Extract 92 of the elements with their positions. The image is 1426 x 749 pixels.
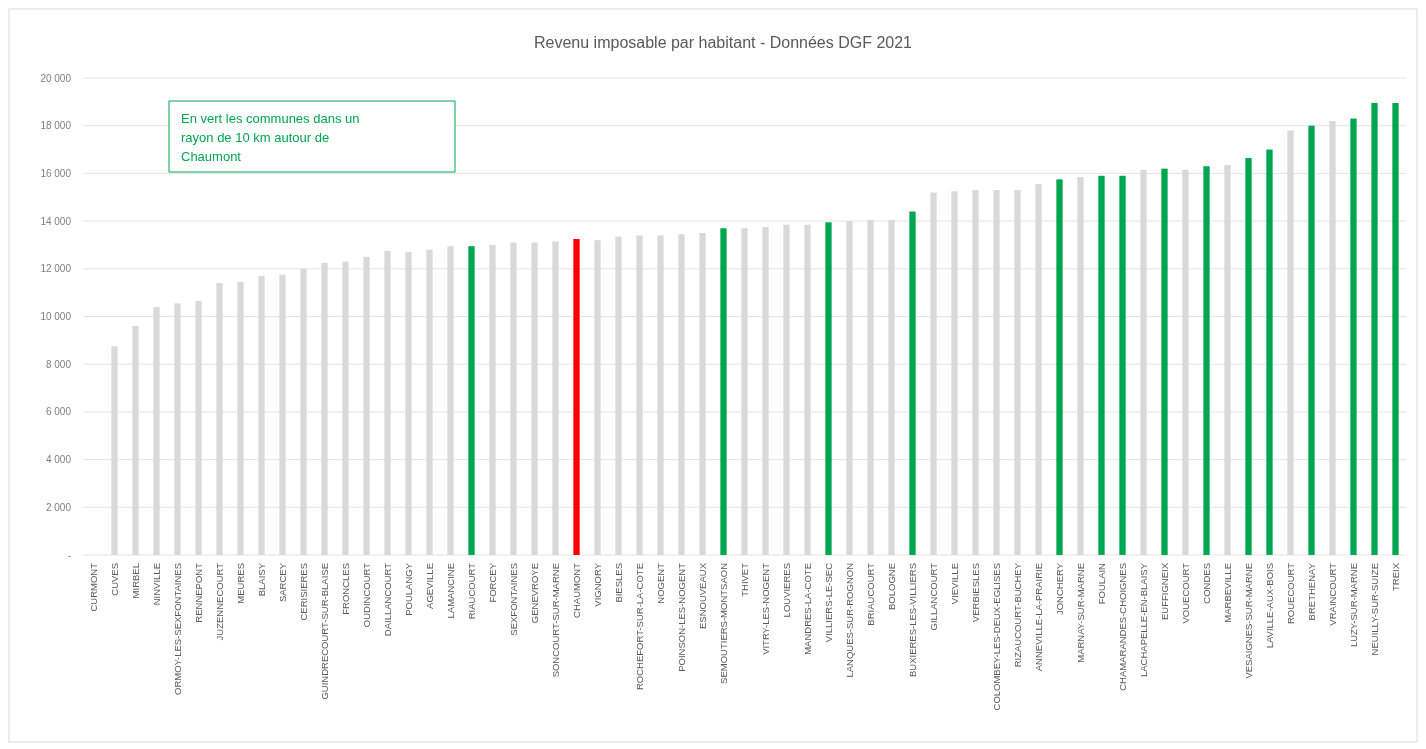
x-tick-label: ANNEVILLE-LA-PRAIRIE [1032,563,1044,672]
bar [1350,118,1357,555]
bar [1119,175,1126,555]
bar [1308,125,1315,555]
x-tick-label: VITRY-LES-NOGENT [759,562,771,655]
y-tick-label: 8 000 [45,358,72,370]
y-tick-label: 10 000 [40,311,72,322]
x-tick-label: GILLANCOURT [927,562,939,631]
bar [1371,103,1378,555]
x-tick-label: AGEVILLE [423,563,435,609]
x-tick-label: RIZAUCOURT-BUCHEY [1011,562,1023,668]
x-tick-label: CURMONT [87,562,99,612]
bar [1098,175,1105,555]
x-tick-label: VRAINCOURT [1326,562,1338,626]
x-tick-label: CHAUMONT [570,562,582,618]
x-tick-label: MARNAY-SUR-MARNE [1074,563,1086,663]
x-tick-label: NOGENT [654,562,666,604]
x-tick-label: OUDINCOURT [360,562,372,628]
bar [1266,149,1273,555]
x-tick-label: LOUVIERES [780,563,792,618]
y-tick-label: 20 000 [40,72,72,84]
x-tick-label: JONCHERY [1053,562,1065,616]
x-tick-label: BLAISY [255,562,267,597]
x-tick-label: SONCOURT-SUR-MARNE [549,563,561,678]
x-tick-label: JUZENNECOURT [213,562,225,641]
x-tick-label: MEURES [234,563,246,604]
x-tick-label: RENNEPONT [192,562,204,623]
x-tick-label: EUFFIGNEIX [1158,562,1170,621]
bar [1161,168,1168,555]
x-tick-label: POINSON-LES-NOGENT [675,562,687,672]
x-tick-label: VIGNORY [591,562,603,607]
x-tick-label: SEMOUTIERS-MONTSAON [717,562,729,684]
x-tick-label: MIRBEL [129,563,141,599]
x-tick-label: CERISIERES [297,563,309,621]
bar [1245,157,1252,555]
x-tick-label: VESAIGNES-SUR-MARNE [1242,563,1254,679]
x-tick-label: MARBEVILLE [1221,563,1233,623]
y-tick-label: 18 000 [40,120,72,132]
x-tick-label: BUXIERES-LES-VILLIERS [906,563,918,678]
x-tick-label: VOUECOURT [1179,562,1191,624]
bar [1056,179,1063,555]
y-tick-label: 4 000 [45,454,72,466]
chart-title: Revenu imposable par habitant - Données DGF 2021 [534,34,913,51]
bar [468,246,475,555]
x-tick-label: COLOMBEY-LES-DEUX-EGLISES [990,563,1002,711]
x-tick-label: BIESLES [612,563,624,603]
x-tick-label: FRONCLES [339,563,351,615]
annotation: En vert les communes dans un rayon de 10 km autour de Chaumont [181,111,360,164]
x-tick-label: BRIAUCOURT [864,562,876,626]
x-tick-label: VIEVILLE [948,563,960,605]
y-tick-label: 6 000 [45,406,72,418]
x-tick-label: SARCEY [276,562,288,603]
x-tick-label: CONDES [1200,563,1212,604]
bar [1392,103,1399,555]
x-tick-label: MANDRES-LA-COTE [801,563,813,655]
x-tick-label: DAILLANCOURT [381,562,393,637]
y-tick-label: 12 000 [40,263,72,275]
bar [720,228,727,555]
x-tick-label: CHAMARANDES-CHOIGNES [1116,563,1128,691]
x-tick-label: THIVET [738,562,750,597]
x-tick-label: ROUECOURT [1284,562,1296,625]
x-tick-label: LUZY-SUR-MARNE [1347,563,1359,648]
x-tick-label: LANQUES-SUR-ROGNON [843,562,855,678]
bar [825,222,832,555]
y-tick-label: 16 000 [40,167,72,179]
y-tick-label: - [67,549,71,561]
x-tick-label: LAVILLE-AUX-BOIS [1263,563,1275,649]
x-tick-label: LACHAPELLE-EN-BLAISY [1137,562,1149,678]
bar [573,238,580,555]
x-tick-label: SEXFONTAINES [507,563,519,636]
x-tick-label: VILLIERS-LE-SEC [822,562,834,643]
x-tick-label: FORCEY [486,562,498,603]
x-tick-label: NINVILLE [150,563,162,606]
x-tick-label: GUINDRECOURT-SUR-BLAISE [318,563,330,700]
x-tick-label: RIAUCOURT [465,562,477,620]
x-tick-label: TREIX [1389,562,1401,591]
bar [909,211,916,555]
x-tick-label: VERBIESLES [969,563,981,623]
x-tick-label: CUVES [108,563,120,596]
y-tick-label: 2 000 [45,501,72,513]
x-tick-label: BOLOGNE [885,563,897,610]
x-tick-label: NEUILLY-SUR-SUIZE [1368,563,1380,656]
x-tick-label: ESNOUVEAUX [696,562,708,629]
y-tick-label: 14 000 [40,215,72,227]
x-tick-label: ORMOY-LES-SEXFONTAINES [171,563,183,695]
x-tick-label: FOULAIN [1095,562,1107,605]
x-tick-label: POULANGY [402,562,414,616]
bar [1203,166,1210,555]
x-tick-label: LAMANCINE [444,563,456,619]
x-tick-label: GENEVROYE [528,563,540,624]
x-tick-label: ROCHEFORT-SUR-LA-COTE [633,563,645,691]
x-tick-label: BRETHENAY [1305,562,1317,621]
